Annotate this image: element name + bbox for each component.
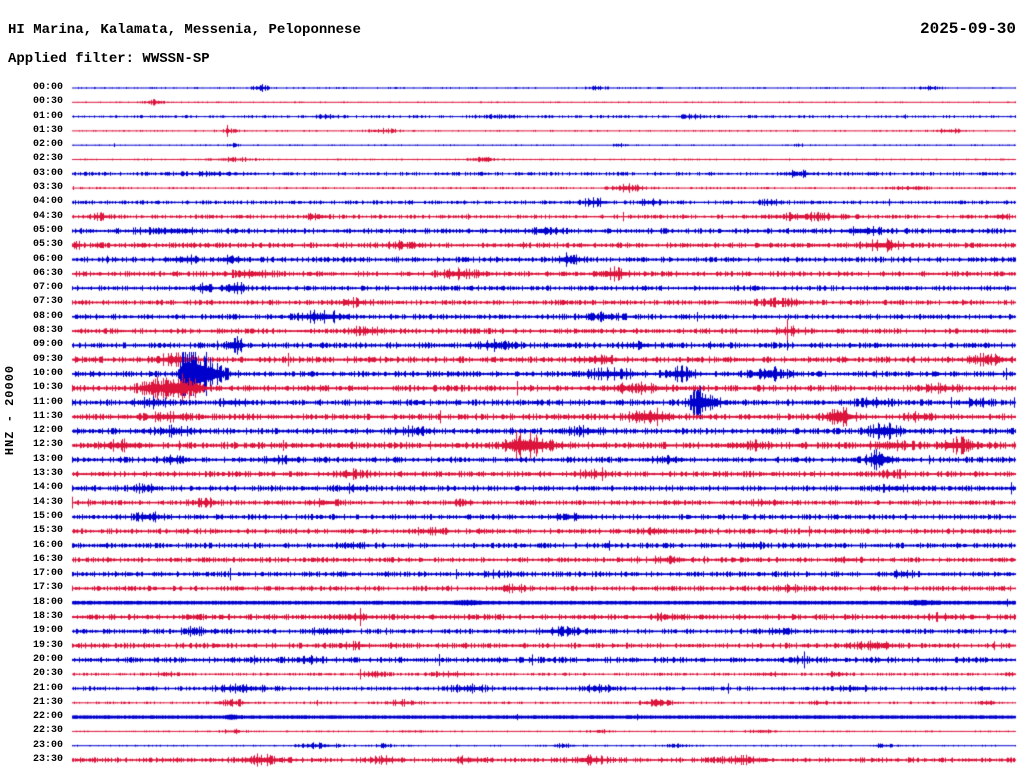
seismogram-canvas [0, 0, 1024, 780]
helicorder-page: { "header": { "station_title": "HI Marin… [0, 0, 1024, 780]
